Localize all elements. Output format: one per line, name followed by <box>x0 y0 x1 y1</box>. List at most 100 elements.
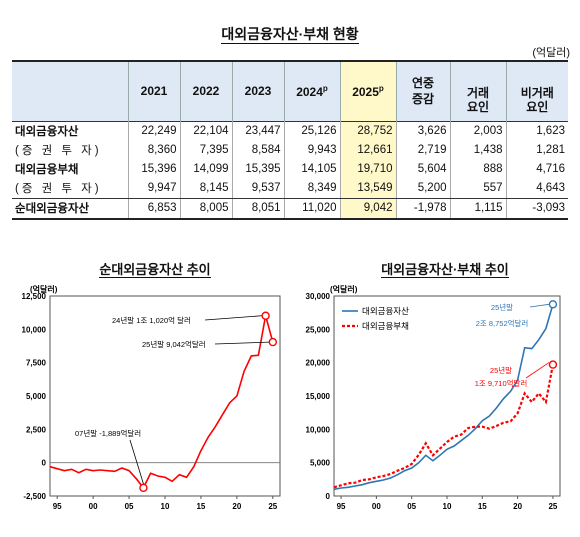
left-chart-title: 순대외금융자산 추이 <box>99 262 211 278</box>
marker-circle <box>548 300 558 309</box>
cell: 12,661 <box>339 140 396 160</box>
table-header-row: 2021 2022 2023 2024p 2025p 연중 증감 거래 요인 비… <box>12 61 568 121</box>
cell: 888 <box>449 159 506 179</box>
header-non-transaction: 비거래 요인 <box>505 61 568 121</box>
header-2023: 2023 <box>231 61 284 121</box>
legend-label-assets: 대외금융자산 <box>362 306 409 316</box>
cell: 8,584 <box>231 140 284 160</box>
y-tick-label: 15,000 <box>306 392 331 401</box>
cell: 5,200 <box>395 178 450 199</box>
cell: 6,853 <box>127 197 180 220</box>
cell: 4,643 <box>505 178 568 199</box>
cell: 8,349 <box>283 178 340 199</box>
x-tick-label: 25 <box>548 502 557 511</box>
y-tick-label: 5,000 <box>310 459 331 468</box>
cell: 8,360 <box>127 140 180 160</box>
header-transaction: 거래 요인 <box>449 61 506 121</box>
x-tick-label: 25 <box>268 502 277 511</box>
marker-circle <box>139 483 148 493</box>
assets-liabilities-chart: 0 5,000 10,000 15,000 20,000 25,000 30,000 95 00… <box>306 284 561 511</box>
marker-circle <box>268 337 278 347</box>
cell: 25,126 <box>283 121 340 141</box>
annotation-liabilities-year: 25년말 <box>490 365 512 375</box>
y-tick-label: 5,000 <box>26 392 47 401</box>
annotation-liabilities-value: 1조 9,710억달러 <box>475 379 528 388</box>
annotation-2007: 07년말 -1,889억달러 <box>75 428 141 438</box>
net-assets-chart: -2,500 0 2,500 5,000 7,500 10,000 12,500 95 00 05… <box>22 284 281 511</box>
cell: 1,438 <box>449 140 506 160</box>
y-tick-label: 0 <box>42 459 47 468</box>
table-title: 대외금융자산·부채 현황 <box>221 26 359 44</box>
annotation-arrow <box>529 303 549 308</box>
cell: 11,020 <box>283 197 340 220</box>
row-label: 대외금융자산 <box>15 126 79 138</box>
row-label: 순대외금융자산 <box>12 197 128 220</box>
cell: 9,943 <box>283 140 340 160</box>
cell: 5,604 <box>395 159 450 179</box>
x-tick-label: 00 <box>89 502 98 511</box>
cell: 1,115 <box>449 197 506 220</box>
cell: 15,396 <box>127 159 180 179</box>
x-tick-label: 05 <box>407 502 416 511</box>
header-blank <box>12 61 128 121</box>
annotation-arrow <box>129 439 144 484</box>
y-tick-label: 0 <box>326 492 331 501</box>
x-tick-label: 20 <box>513 502 522 511</box>
annotation-2024: 24년말 1조 1,020억 달러 <box>112 315 191 325</box>
cell: 8,005 <box>179 197 232 220</box>
cell: 22,249 <box>127 121 180 141</box>
cell: 19,710 <box>339 159 396 179</box>
y-tick-label: 12,500 <box>22 292 47 301</box>
annotation-assets-year: 25년말 <box>491 302 513 312</box>
table-unit: (억달러) <box>532 47 570 59</box>
cell: 23,447 <box>231 121 284 141</box>
header-2021: 2021 <box>127 61 180 121</box>
x-tick-label: 15 <box>196 502 205 511</box>
cell: 7,395 <box>179 140 232 160</box>
row-foreign-assets: 대외금융자산 22,249 22,104 23,447 25,126 28,752 3,62… <box>12 121 568 141</box>
y-unit-label: (억달러) <box>30 284 58 294</box>
cell: 1,281 <box>505 140 568 160</box>
row-assets-securities: (증 권 투 자) 8,360 7,395 8,584 9,943 12,661 2,719… <box>12 140 568 160</box>
cell: 1,623 <box>505 121 568 141</box>
cell: 557 <box>449 178 506 199</box>
x-tick-label: 15 <box>478 502 487 511</box>
marker-circle <box>261 311 270 320</box>
row-liabilities-securities: (증 권 투 자) 9,947 8,145 9,537 8,349 13,549 5,200… <box>12 178 568 199</box>
x-tick-label: 20 <box>232 502 241 511</box>
x-tick-label: 05 <box>125 502 134 511</box>
asset-liability-table: 2021 2022 2023 2024p 2025p 연중 증감 거래 요인 비… <box>12 60 568 220</box>
row-net-assets: 순대외금융자산 6,853 8,005 8,051 11,020 9,042 -1,978 1… <box>12 197 568 220</box>
row-foreign-liabilities: 대외금융부채 15,396 14,099 15,395 14,105 19,710 5,60… <box>12 159 568 179</box>
annotation-arrow <box>204 315 262 321</box>
y-tick-label: 10,000 <box>306 425 331 434</box>
cell: 9,537 <box>231 178 284 199</box>
x-tick-label: 10 <box>443 502 452 511</box>
row-label: (증 권 투 자) <box>12 178 128 199</box>
y-tick-label: 7,500 <box>26 359 47 368</box>
cell: 28,752 <box>339 121 396 141</box>
cell: 22,104 <box>179 121 232 141</box>
y-tick-label: 30,000 <box>306 292 331 301</box>
series-line-0 <box>49 315 274 490</box>
x-tick-label: 00 <box>372 502 381 511</box>
header-2022: 2022 <box>179 61 232 121</box>
header-yearly-change: 연중 증감 <box>395 61 450 121</box>
x-tick-label: 10 <box>161 502 170 511</box>
series-line-0 <box>333 304 554 491</box>
y-tick-label: 25,000 <box>306 325 331 334</box>
y-tick-label: 20,000 <box>306 359 331 368</box>
cell: 4,716 <box>505 159 568 179</box>
cell: -1,978 <box>395 197 450 220</box>
series-line-1 <box>333 364 554 489</box>
cell: 9,042 <box>339 197 396 220</box>
legend-label-liabilities: 대외금융부채 <box>362 321 409 331</box>
row-label: (증 권 투 자) <box>15 145 102 157</box>
annotation-arrow <box>214 341 269 345</box>
marker-circle <box>548 360 558 369</box>
header-2025: 2025p <box>339 61 396 121</box>
cell: 8,051 <box>231 197 284 220</box>
cell: 14,099 <box>179 159 232 179</box>
cell: 15,395 <box>231 159 284 179</box>
y-unit-label: (억달러) <box>330 284 358 294</box>
